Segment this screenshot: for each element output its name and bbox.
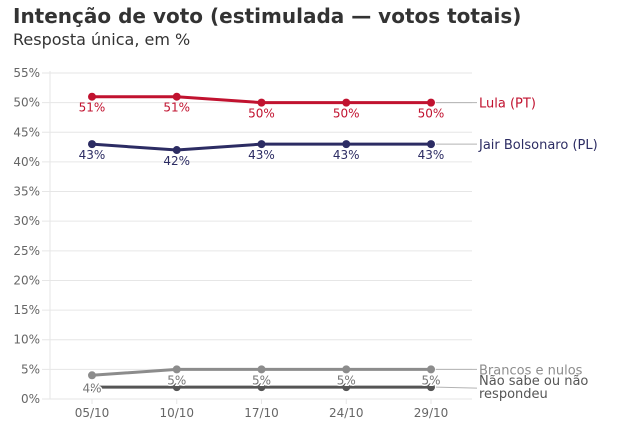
data-point bbox=[88, 383, 96, 392]
data-label: 4% bbox=[82, 381, 101, 395]
chart-title: Intenção de voto (estimulada — votos tot… bbox=[13, 4, 522, 28]
data-point bbox=[342, 140, 351, 149]
x-axis: 05/10 10/10 17/10 24/10 29/10 bbox=[75, 399, 449, 420]
data-label: 43% bbox=[418, 148, 445, 162]
data-point bbox=[172, 146, 181, 155]
data-point bbox=[257, 365, 266, 374]
data-point bbox=[257, 98, 266, 107]
data-label: 50% bbox=[333, 107, 360, 121]
x-tick-label: 10/10 bbox=[159, 406, 194, 420]
x-tick-label: 29/10 bbox=[414, 406, 449, 420]
data-point bbox=[427, 383, 435, 392]
y-tick-label: 35% bbox=[13, 185, 40, 199]
data-label: 5% bbox=[421, 373, 440, 387]
y-tick-label: 45% bbox=[13, 125, 40, 139]
legend-label: Não sabe ou não bbox=[479, 374, 588, 389]
y-tick-label: 20% bbox=[13, 273, 40, 287]
y-tick-label: 55% bbox=[13, 66, 40, 80]
data-point bbox=[427, 98, 435, 107]
x-tick-label: 17/10 bbox=[244, 406, 279, 420]
legend-label: Brancos e nulos bbox=[479, 363, 583, 378]
chart-subtitle: Resposta única, em % bbox=[13, 30, 191, 49]
data-point bbox=[172, 383, 181, 392]
y-tick-label: 40% bbox=[13, 155, 40, 169]
y-tick-label: 50% bbox=[13, 96, 40, 110]
data-label: 51% bbox=[79, 101, 106, 115]
series-group bbox=[88, 92, 435, 392]
data-label: 43% bbox=[333, 148, 360, 162]
x-tick-label: 24/10 bbox=[329, 406, 364, 420]
data-label: 50% bbox=[248, 107, 275, 121]
y-tick-label: 5% bbox=[21, 362, 40, 376]
data-point bbox=[172, 365, 181, 374]
y-tick-label: 25% bbox=[13, 244, 40, 258]
data-label: 42% bbox=[163, 154, 190, 168]
y-tick-label: 15% bbox=[13, 303, 40, 317]
data-point bbox=[88, 140, 96, 149]
legend-label: respondeu bbox=[479, 387, 548, 402]
data-label: 43% bbox=[79, 148, 106, 162]
data-point bbox=[342, 383, 351, 392]
series-legend: Lula (PT) Jair Bolsonaro (PL) Brancos e nu… bbox=[435, 97, 598, 402]
y-tick-label: 0% bbox=[21, 392, 40, 406]
data-label: 43% bbox=[248, 148, 275, 162]
data-point bbox=[427, 365, 435, 374]
legend-label: Lula (PT) bbox=[479, 97, 536, 112]
data-label: 5% bbox=[252, 373, 271, 387]
data-point bbox=[88, 92, 96, 101]
data-point bbox=[342, 365, 351, 374]
data-point bbox=[88, 371, 96, 380]
data-point bbox=[257, 383, 266, 392]
y-tick-label: 30% bbox=[13, 214, 40, 228]
data-point bbox=[342, 98, 351, 107]
legend-label: Jair Bolsonaro (PL) bbox=[478, 138, 598, 153]
data-point bbox=[172, 92, 181, 101]
y-tick-label: 10% bbox=[13, 333, 40, 347]
x-tick-label: 05/10 bbox=[75, 406, 110, 420]
legend-connector bbox=[435, 386, 478, 389]
data-label: 51% bbox=[163, 101, 190, 115]
data-point bbox=[257, 140, 266, 149]
y-axis: 0% 5% 10% 15% 20% 25% 30% 35% 40% 45% 50% 55% bbox=[13, 66, 40, 406]
data-labels: 51% 51% 50% 50% 50% 43% 42% 43% 43% 43% 4% 5% 5% 5% 5% bbox=[79, 101, 445, 397]
data-label: 5% bbox=[337, 373, 356, 387]
data-label: 50% bbox=[418, 107, 445, 121]
data-point bbox=[427, 140, 435, 149]
data-label: 5% bbox=[167, 373, 186, 387]
